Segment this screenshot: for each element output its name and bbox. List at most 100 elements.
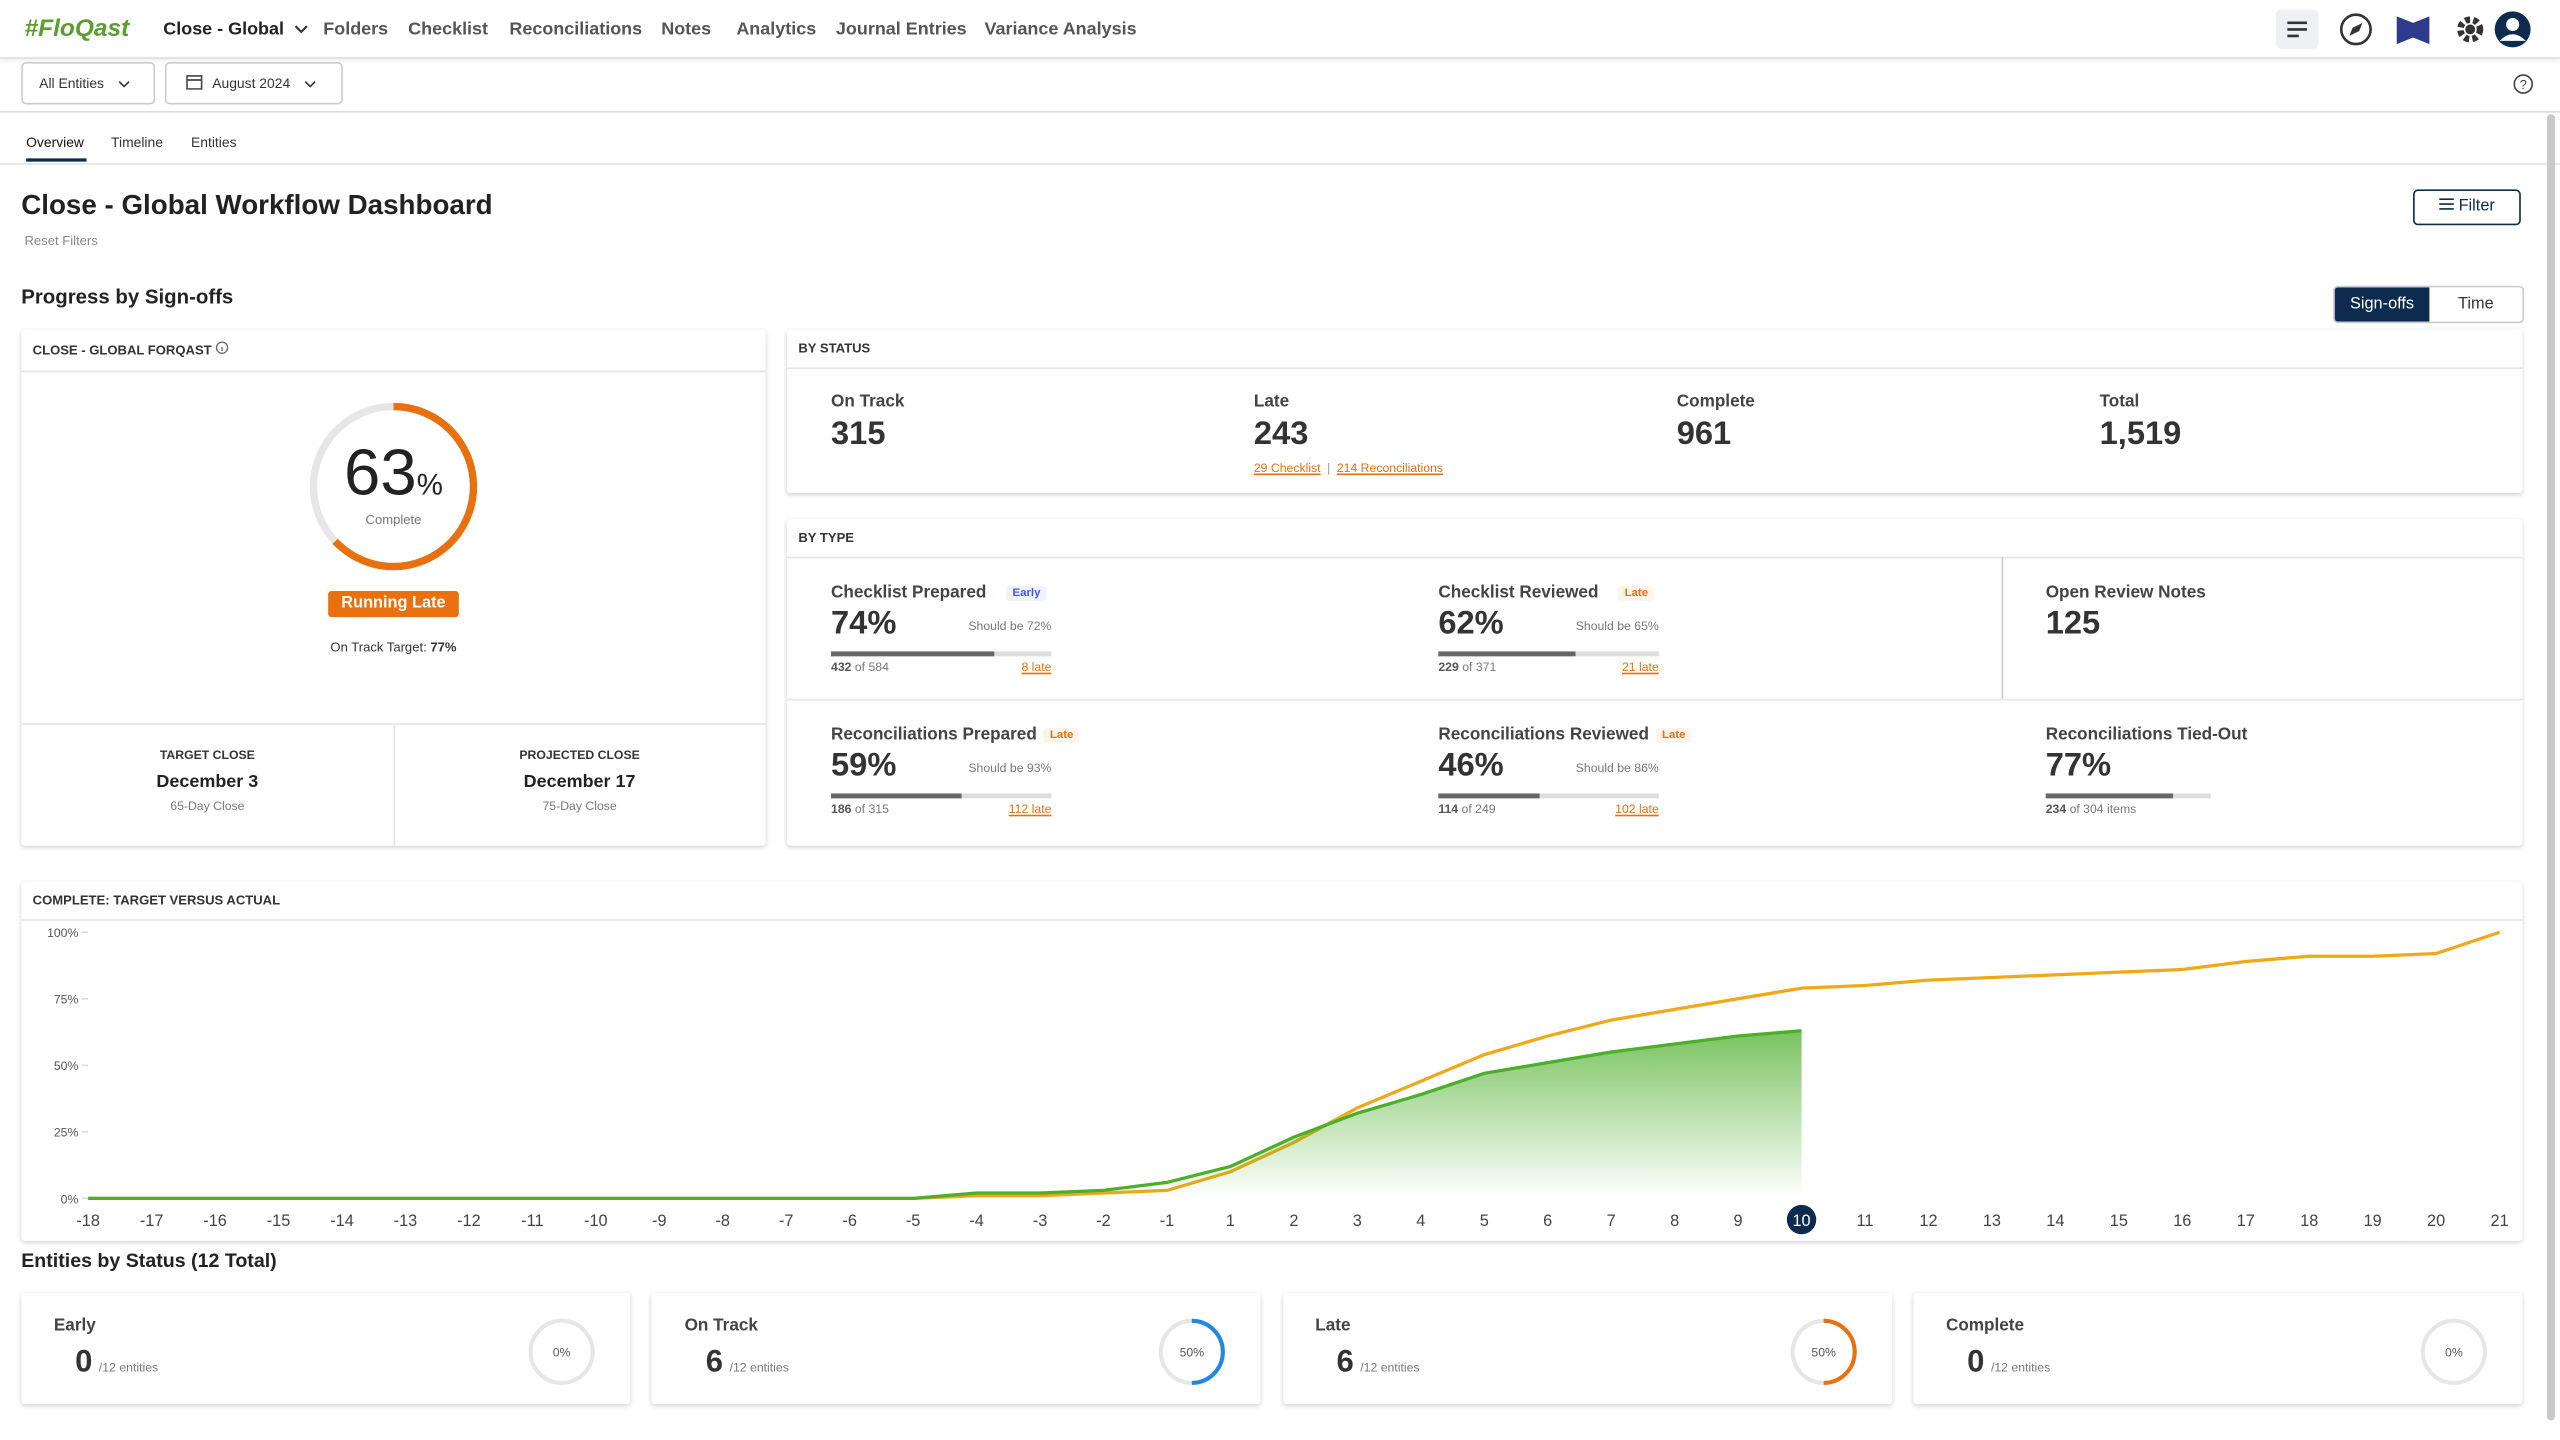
tab[interactable]: Overview [26,133,84,151]
type-label: Checklist Reviewed [1438,582,1599,603]
nav-link[interactable]: Variance Analysis [984,19,1137,40]
entity-count: 6 [1336,1345,1354,1380]
card-title: CLOSE - GLOBAL FORQAST [32,342,212,358]
type-target: Should be 65% [1575,618,1659,634]
status-link[interactable]: 214 Reconciliations [1336,460,1444,476]
period-label[interactable]: August 2024 [212,75,291,92]
type-target: Should be 86% [1575,760,1659,776]
status-link[interactable]: 29 Checklist [1253,460,1321,476]
entity-label: Complete [1945,1315,2025,1336]
filter-label[interactable]: Filter [2458,197,2495,216]
type-count: 432 of 584 [831,660,889,675]
type-tag: Late [1618,586,1655,601]
progress-bar [1438,793,1540,798]
ring-progress [1192,1318,1226,1385]
type-label: Reconciliations Tied-Out [2045,724,2248,745]
divider [786,698,2523,701]
nav-link[interactable]: Checklist [408,19,489,40]
entities-label[interactable]: All Entities [39,75,104,92]
toggle-option[interactable]: Time [2458,295,2494,314]
type-late[interactable]: 102 late [1615,801,1659,817]
period-select[interactable]: August 2024 [164,62,343,105]
type-header: Reconciliations Tied-Out [2046,718,2248,747]
entity-count-row: 0/12 entities [1967,1345,2050,1381]
entity-total: /12 entities [1990,1360,2051,1375]
progress-ring [309,402,478,571]
info-icon[interactable] [215,341,229,354]
close-note: 65-Day Close [170,798,245,814]
logo-text[interactable]: FloQast [38,14,130,43]
chart-title: COMPLETE: TARGET VERSUS ACTUAL [32,893,281,908]
toggle-option[interactable]: Sign-offs [2334,287,2430,322]
count: 229 [1438,659,1459,675]
tab[interactable]: Timeline [111,133,163,151]
filter-button[interactable]: Filter [2413,189,2521,226]
close-label: PROJECTED CLOSE [519,747,640,763]
type-late[interactable]: 8 late [1021,659,1052,675]
x-tick-label: 19 [2364,1212,2382,1230]
view-toggle: Sign-offs Time [2333,285,2525,324]
divider [2001,556,2004,699]
x-tick-label: -6 [842,1212,857,1230]
y-tick-label: 75% [54,993,79,1007]
type-percent: 59% [831,747,897,784]
x-tick-label: 20 [2427,1212,2445,1230]
ring-progress [1822,1318,1856,1385]
avatar[interactable] [2491,8,2533,50]
help-icon[interactable]: ? [2513,73,2534,94]
y-tick-label: 0% [61,1192,79,1206]
entities-select[interactable]: All Entities [21,62,156,105]
workspace-select[interactable]: Close - Global [163,19,308,40]
divider [21,919,2523,921]
type-tag: Early [1005,586,1047,601]
x-tick-label: -18 [76,1212,100,1230]
page-title: Close - Global Workflow Dashboard [21,189,493,221]
type-late[interactable]: 112 late [1008,801,1052,817]
nav-link[interactable]: Analytics [736,19,817,40]
line-chart: 0%25%50%75%100%-18 -17 -16 -15 -14 -13 -12 -11-… [47,926,2509,1235]
progress-bar [831,793,962,798]
progress-bar [831,651,995,656]
count: 186 [831,801,852,817]
x-tick-label: 2 [1289,1212,1298,1230]
card-title: BY STATUS [798,341,871,356]
x-tick-label: 5 [1480,1212,1489,1230]
nav-link[interactable]: Notes [661,19,712,40]
target-line: On Track Target: 77% [21,640,765,655]
projected-close: PROJECTED CLOSE December 17 75-Day Close [393,748,765,813]
type-count: 114 of 249 [1438,802,1495,817]
close-note: 75-Day Close [542,798,617,814]
card-title: BY TYPE [798,530,855,546]
nav-icons [2275,9,2484,49]
nav-link[interactable]: Journal Entries [835,19,967,40]
type-header: Reconciliations Reviewed Late [1438,718,1693,747]
nav-link[interactable]: Folders [323,19,389,40]
entity-card: On Track 6/12 entities 50% [651,1293,1261,1405]
total: of 371 [1462,659,1497,675]
divider [21,370,766,373]
x-tick-label: 7 [1607,1212,1616,1230]
type-late[interactable]: 21 late [1621,659,1659,675]
x-tick-label: 18 [2300,1212,2318,1230]
y-tick-label: 100% [47,926,78,940]
type-label: Reconciliations Prepared [831,724,1037,745]
x-tick-label: -14 [330,1212,354,1230]
workspace-name[interactable]: Close - Global [163,19,285,40]
learn-icon[interactable] [2396,16,2430,45]
logo[interactable]: #FloQast [24,14,130,43]
tab[interactable]: Entities [191,133,237,151]
progress-bar [1438,651,1575,656]
nav-link[interactable]: Reconciliations [509,19,643,40]
tasks-icon[interactable] [2287,21,2307,38]
ring-label: 0% [553,1346,571,1360]
entity-label: Early [53,1315,96,1336]
type-target: Should be 72% [968,618,1052,634]
compass-icon[interactable] [2339,13,2372,46]
settings-icon[interactable] [2457,16,2484,43]
reset-filters[interactable]: Reset Filters [24,233,98,249]
status-links: 29 Checklist | 214 Reconciliations [1254,460,1443,475]
section-title: Entities by Status (12 Total) [21,1248,277,1272]
scrollbar[interactable] [2546,114,2556,1421]
type-count: 234 of 304 items [2046,802,2137,817]
